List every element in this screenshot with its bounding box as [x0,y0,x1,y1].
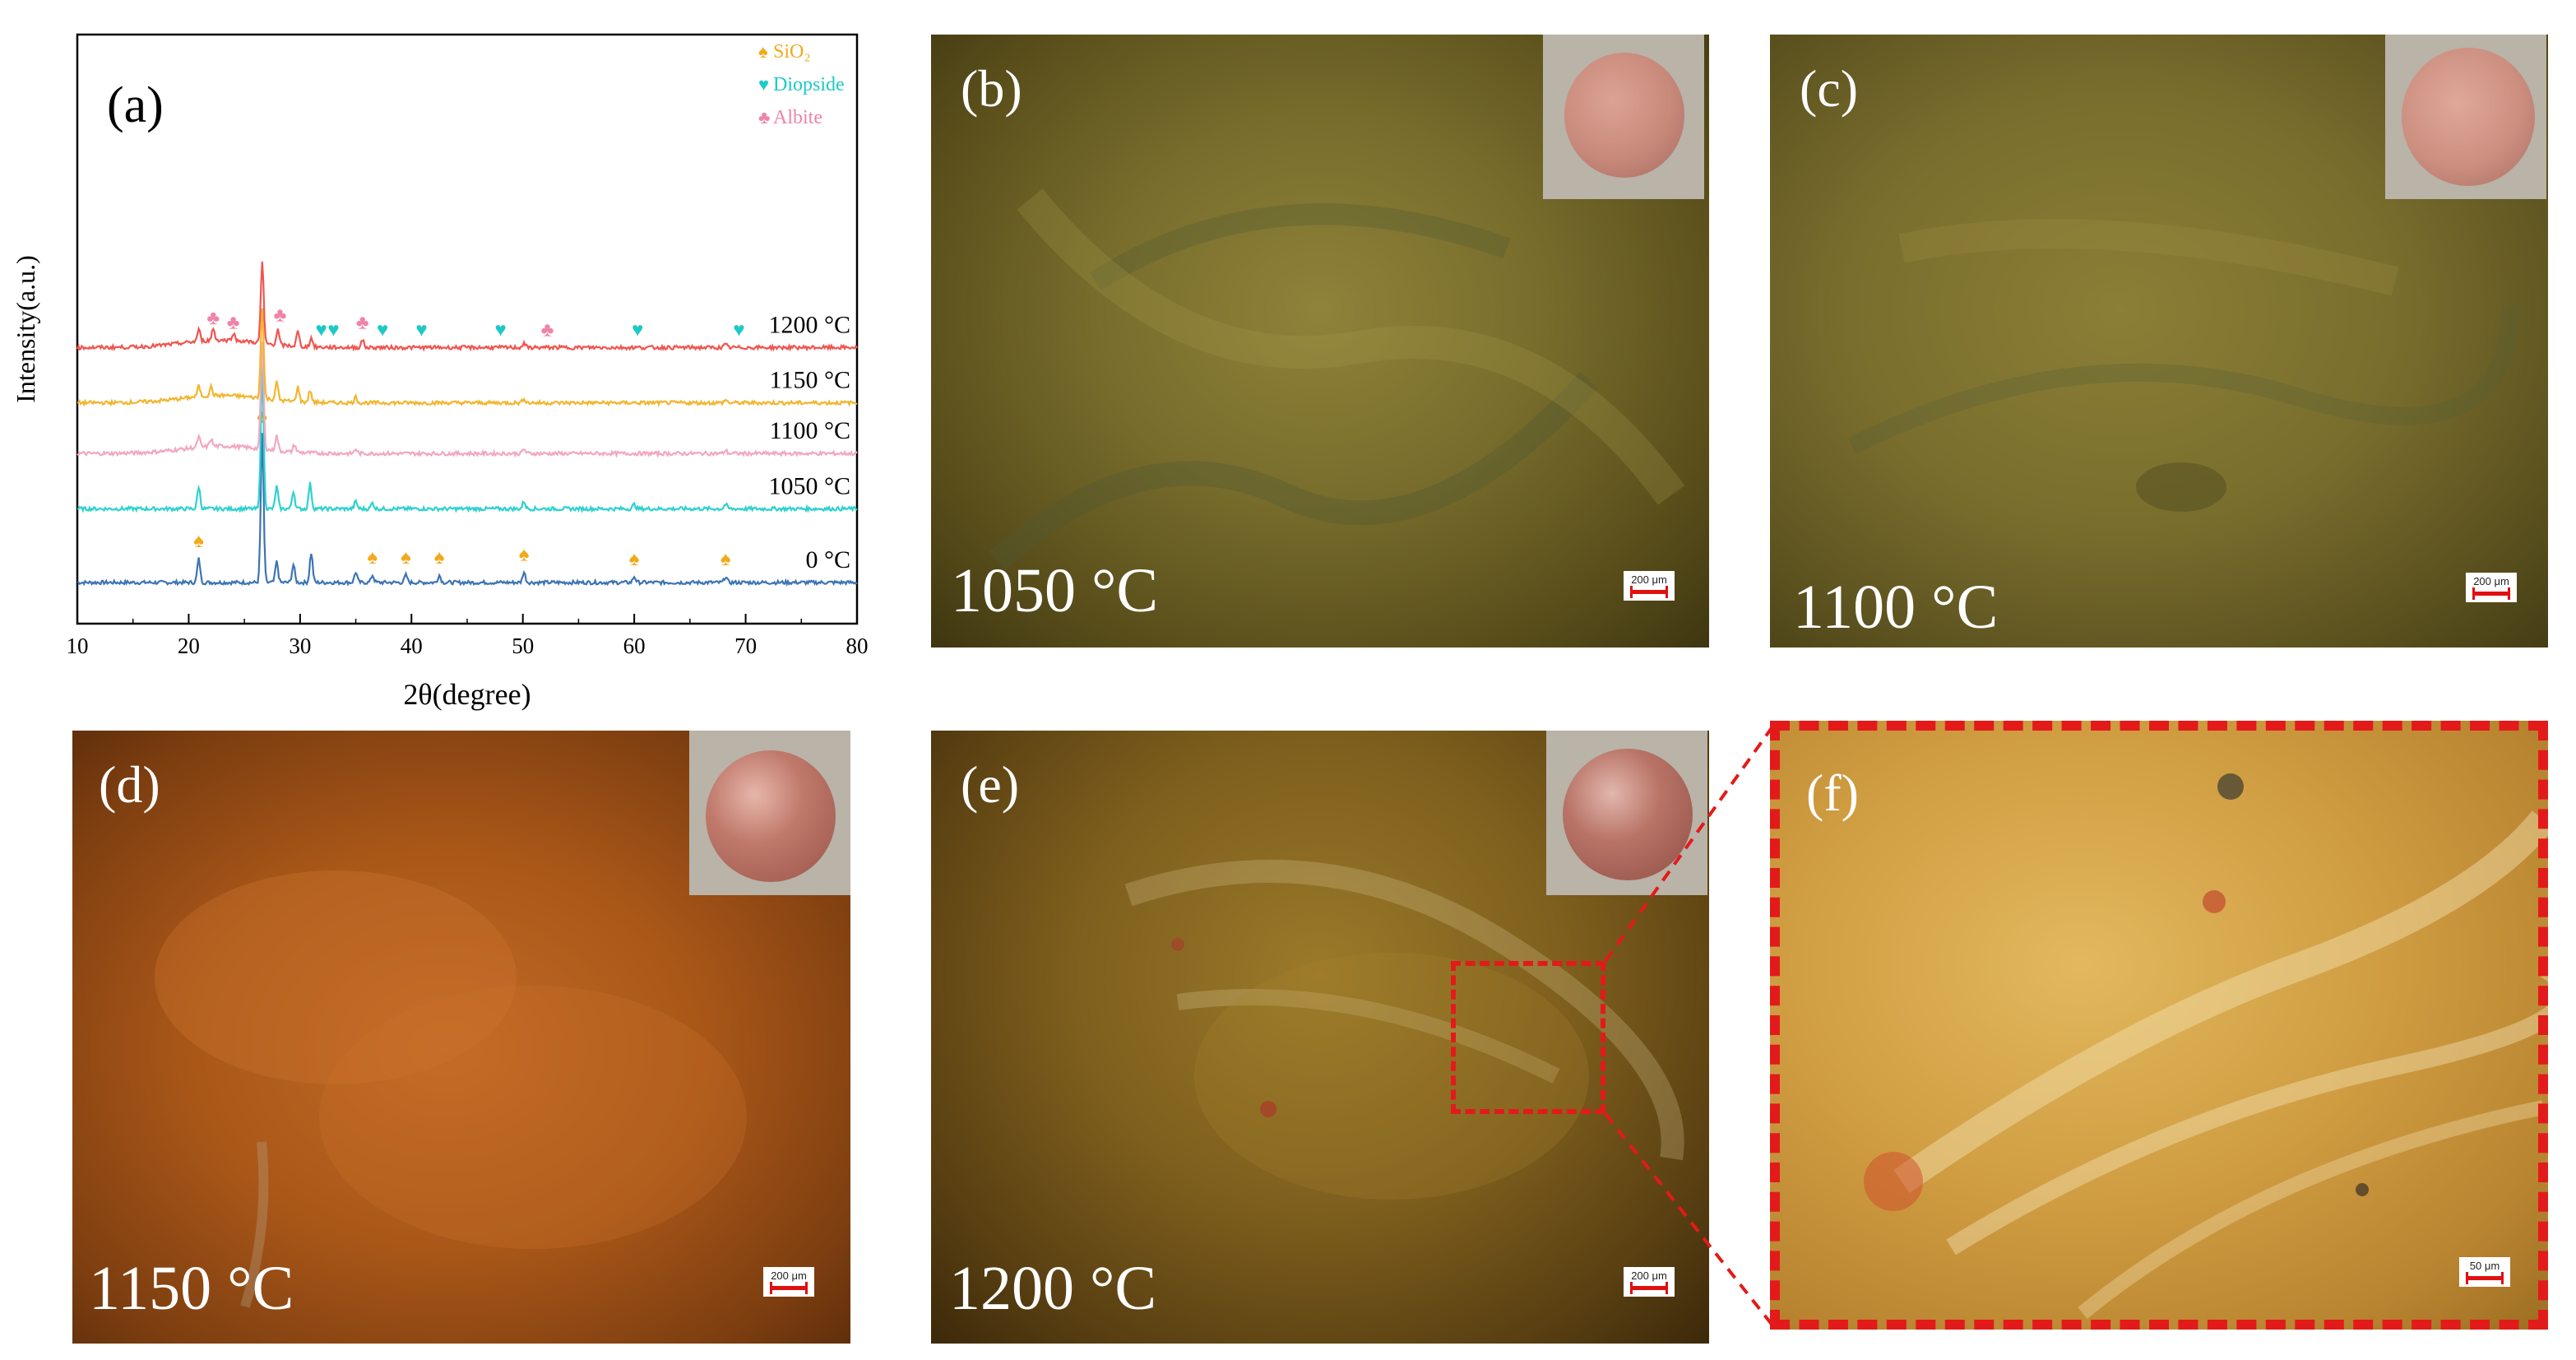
zoom-frame-f [1770,721,2548,1330]
temperature-label-b: 1050 °C [951,556,1159,625]
xrd-series-line [76,366,858,513]
series-label: 1100 °C [770,417,850,444]
texture-d [155,870,747,1308]
micrograph-c: (c) 1100 °C 200 μm [1770,35,2548,648]
pellet-inset-d [689,731,850,895]
phase-marker: ♥ [315,319,327,341]
pellet-photo-d [706,750,836,882]
pellet-photo-c [2402,48,2535,186]
phase-marker: ♣ [356,312,369,333]
phase-marker: ♠ [720,549,731,570]
phase-marker: ♠ [519,544,530,565]
pellet-inset-c [2385,35,2546,199]
scale-text-e: 200 μm [1631,1269,1667,1282]
scale-text-f: 50 μm [2469,1260,2500,1272]
texture-e [1124,859,1684,1200]
scale-text-d: 200 μm [771,1269,807,1282]
legend-entry: Diopside [773,74,845,95]
phase-marker: ♠ [629,549,640,570]
series-label: 1050 °C [768,472,850,499]
pellet-inset-e [1546,731,1707,895]
xrd-chart: 0 °C ♠ ♠ ♠ ♠ ♠ ♠ ♠ ♠ 1050 °C 1100 °C 1150 °C 1200 °C… [11,33,869,711]
series-label: 0 °C [805,546,850,573]
legend-marker: ♥ [758,74,769,95]
phase-marker: ♣ [274,304,287,326]
scale-bar-d: 200 μm [763,1267,814,1297]
temperature-label-c: 1100 °C [1793,573,1999,642]
scale-bar-e: 200 μm [1624,1267,1675,1297]
x-tick-label: 30 [289,634,311,658]
x-tick-label: 70 [734,634,757,658]
x-axis-title: 2θ(degree) [403,678,530,711]
temperature-label-e: 1200 °C [949,1254,1157,1323]
xrd-series-line [76,341,858,458]
panel-label-b: (b) [961,59,1022,118]
scale-bar-c: 200 μm [2466,573,2517,602]
micrograph-f: (f) 50 μm [1770,721,2548,1330]
phase-marker: ♠ [193,531,204,552]
phase-marker: ♥ [377,319,388,341]
x-tick-label: 40 [401,634,423,658]
x-tick-label: 60 [623,634,646,658]
xrd-chart-panel: 0 °C ♠ ♠ ♠ ♠ ♠ ♠ ♠ ♠ 1050 °C 1100 °C 1150 °C 1200 °C… [0,0,880,717]
micrograph-d: (d) 1150 °C 200 μm [72,731,850,1344]
legend-entry: Albite [773,107,822,128]
legend-marker: ♣ [758,107,770,128]
x-tick-label: 20 [178,634,200,658]
micrograph-b: (b) 1050 °C 200 μm [931,35,1709,648]
phase-marker: ♠ [434,547,445,569]
xrd-series-line [76,433,858,587]
x-tick-label: 50 [512,634,534,658]
texture-f [1864,773,2548,1319]
phase-marker: ♥ [327,319,339,341]
scale-text-c: 200 μm [2473,575,2509,587]
panel-label-a: (a) [107,77,164,133]
phase-marker: ♠ [401,547,411,569]
scale-bar-b: 200 μm [1624,571,1675,601]
panel-label-d: (d) [99,755,160,814]
texture-c [1848,219,2519,512]
phase-marker: ♥ [632,319,643,341]
phase-marker: ♠ [257,406,267,428]
series-label: 1200 °C [768,311,850,338]
scale-text-b: 200 μm [1631,573,1667,586]
legend-marker: ♠ [758,41,768,62]
chart-legend: ♠ SiO₂♥ Diopside♣ Albite [758,41,845,128]
panel-label-f: (f) [1806,764,1859,822]
phase-marker: ♣ [541,319,554,341]
series-label: 1150 °C [770,367,850,394]
panel-label-e: (e) [961,755,1020,814]
micrograph-e: (e) 1200 °C 200 μm [931,731,1709,1344]
zoom-region-box [1451,961,1605,1114]
xrd-series-line [76,308,858,407]
phase-marker: ♣ [206,308,220,329]
xrd-series-line [76,261,858,352]
pellet-photo-e [1563,749,1693,880]
phase-marker: ♣ [227,312,240,333]
panel-label-c: (c) [1800,59,1859,118]
scale-bar-f: 50 μm [2459,1257,2510,1287]
y-axis-title: Intensity(a.u.) [11,255,40,403]
plot-layer: 0 °C ♠ ♠ ♠ ♠ ♠ ♠ ♠ ♠ 1050 °C 1100 °C 1150 °C 1200 °C… [76,261,858,587]
pellet-inset-b [1543,35,1704,199]
legend-entry: SiO₂ [773,41,811,63]
temperature-label-d: 1150 °C [89,1254,294,1323]
pellet-photo-b [1564,53,1684,178]
phase-marker: ♠ [368,547,378,569]
x-tick-label: 80 [846,634,869,658]
phase-marker: ♥ [733,319,744,341]
x-tick-label: 10 [67,634,89,658]
texture-b [989,188,1685,571]
phase-marker: ♥ [415,319,427,341]
axis-layer: 10 20 30 40 50 60 70 80 [67,614,869,658]
phase-marker: ♥ [495,319,507,341]
